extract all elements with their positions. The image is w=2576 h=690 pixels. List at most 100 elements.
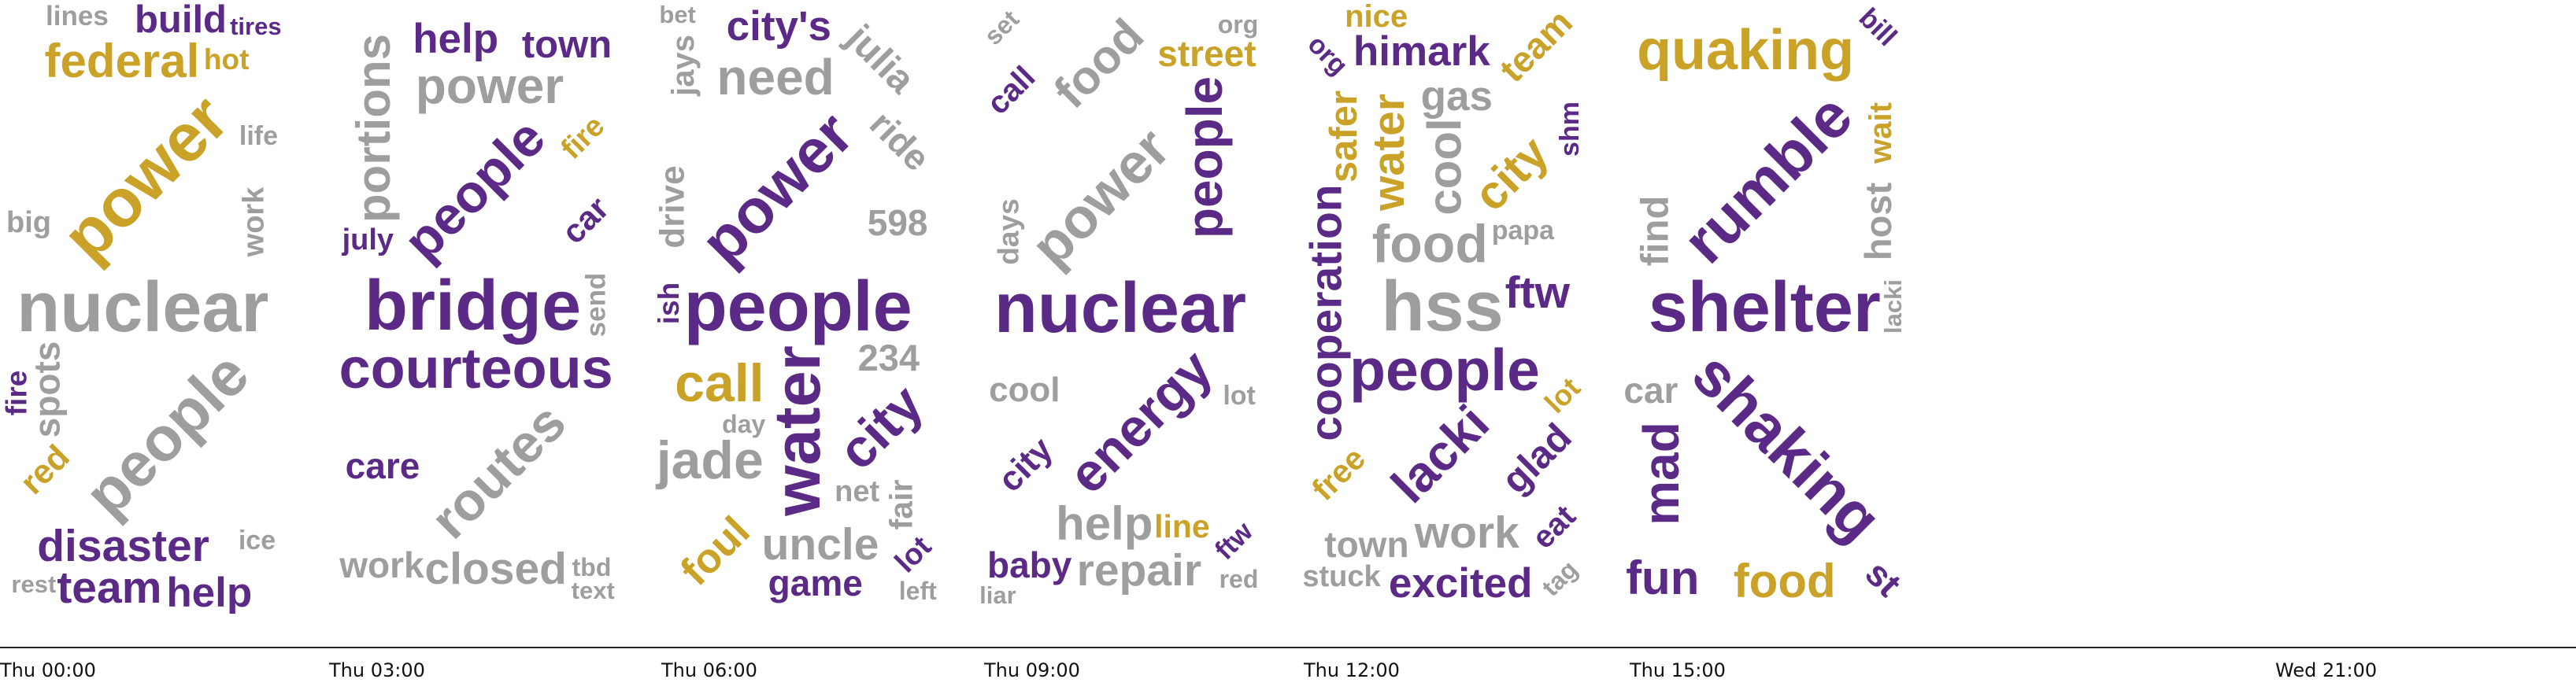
cloud-word: drive (653, 165, 692, 249)
cloud-word: lot (1223, 380, 1256, 411)
x-tick-label: Wed 21:00 (2275, 659, 2378, 681)
cloud-word: red (13, 437, 77, 503)
cloud-word: bridge (365, 266, 582, 345)
cloud-word: hot (203, 43, 250, 76)
cloud-word: food (1043, 9, 1154, 119)
cloud-word: stuck (1302, 560, 1381, 594)
cloud-word: city (990, 430, 1060, 500)
cloud-word: tires (230, 13, 282, 41)
cloud-word: call (675, 353, 764, 414)
cloud-word: life (239, 121, 279, 152)
cloud-word: rest (11, 570, 57, 599)
cloud-word: city (827, 373, 935, 482)
word-cloud: bridge courteous people routes power portions… (331, 0, 618, 614)
cloud-word: power (415, 57, 564, 115)
cloud-word: work (1414, 507, 1519, 559)
cloud-word: rumble (1669, 80, 1866, 277)
x-tick-label: Thu 15:00 (1630, 659, 1726, 681)
cloud-word: power (48, 80, 243, 275)
cloud-word: nuclear (994, 268, 1246, 348)
cloud-word: nice (1345, 0, 1408, 35)
cloud-word: send (580, 272, 612, 338)
cloud-word: julia (838, 17, 923, 101)
cloud-word: liar (979, 581, 1016, 609)
cloud-word: jays (665, 35, 701, 97)
cloud-word: shaking (1679, 338, 1896, 555)
cloud-word: shelter (1648, 268, 1881, 348)
cloud-word: nuclear (17, 268, 269, 347)
cloud-word: water (1364, 94, 1415, 212)
cloud-word: call (979, 60, 1042, 122)
cloud-word: foul (672, 507, 760, 595)
cloud-word: ride (861, 103, 938, 179)
cloud-word: wait (1863, 102, 1898, 164)
cloud-word: text (571, 577, 615, 605)
cloud-word: lacki (1380, 394, 1500, 514)
cloud-word: lacki (1878, 279, 1907, 334)
cloud-word: find (1634, 195, 1677, 267)
cloud-word: glad (1493, 415, 1580, 503)
cloud-word: disaster (37, 520, 209, 571)
cloud-word: org (1301, 29, 1353, 81)
cloud-word: red (1219, 565, 1259, 594)
cloud-word: days (993, 197, 1026, 265)
time-axis-line (0, 647, 2576, 648)
cloud-word: org (1217, 9, 1259, 39)
x-tick-label: Thu 03:00 (329, 659, 425, 681)
cloud-word: safer (1323, 90, 1366, 183)
cloud-word: 598 (867, 202, 928, 244)
cloud-word: routes (419, 392, 578, 551)
cloud-word: tag (1536, 554, 1583, 602)
cloud-word: left (898, 576, 937, 605)
cloud-word: people (683, 268, 912, 347)
cloud-word: federal (44, 35, 200, 88)
cloud-word: food (1371, 213, 1488, 274)
cloud-word: ftw (1505, 267, 1570, 318)
word-cloud: people water power city call jade need uncle fou… (653, 0, 941, 614)
cloud-word: st (1857, 552, 1909, 605)
cloud-word: ice (238, 526, 276, 556)
cloud-word: work (339, 544, 424, 586)
cloud-word: town (521, 23, 613, 66)
cloud-word: himark (1353, 28, 1490, 75)
cloud-word: excited (1388, 559, 1533, 607)
cloud-word: power (687, 98, 867, 278)
cloud-word: need (716, 48, 835, 105)
cloud-word: uncle (761, 519, 879, 570)
cloud-word: cool (989, 370, 1060, 409)
cloud-word: bill (1852, 2, 1904, 53)
cloud-word: team (1491, 2, 1580, 90)
cloud-word: food (1733, 554, 1836, 607)
cloud-word: street (1157, 32, 1257, 74)
cloud-word: team (57, 563, 162, 614)
cloud-word: tbd (572, 552, 612, 581)
cloud-word: day (722, 409, 766, 438)
cloud-word: fire (0, 370, 33, 416)
cloud-word: people (392, 107, 557, 271)
cloud-word: mad (1632, 422, 1690, 526)
cloud-word: cooperation (1301, 184, 1352, 441)
cloud-word: care (345, 445, 420, 487)
word-cloud: nuclear power energy people help food repair st… (976, 0, 1264, 614)
cloud-word: bet (659, 0, 696, 28)
cloud-word: net (835, 474, 880, 508)
cloud-word: gas (1420, 72, 1493, 120)
cloud-word: baby (986, 544, 1072, 586)
cloud-word: courteous (339, 338, 613, 401)
cloud-word: people (1349, 336, 1540, 403)
cloud-word: fair (883, 479, 920, 529)
cloud-word: shm (1554, 101, 1585, 157)
cloud-word: fire (554, 109, 612, 166)
cloud-word: fun (1626, 551, 1700, 604)
cloud-word: spots (26, 341, 68, 438)
cloud-word: host (1857, 182, 1900, 260)
cloud-word: help (1056, 497, 1153, 551)
cloud-word: eat (1526, 498, 1583, 555)
cloud-word: hss (1381, 267, 1504, 346)
cloud-word: water (760, 345, 834, 517)
cloud-word: papa (1491, 216, 1555, 246)
cloud-word: repair (1076, 545, 1202, 596)
cloud-word: car (1623, 370, 1678, 411)
cloud-word: city (1464, 126, 1559, 221)
cloud-word: city's (726, 3, 832, 50)
